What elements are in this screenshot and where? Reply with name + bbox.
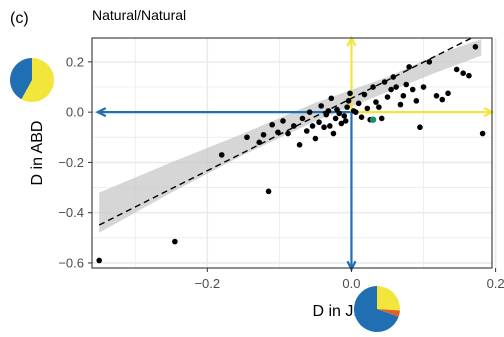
- data-point: [479, 130, 486, 137]
- data-point: [403, 81, 410, 88]
- data-point: [260, 131, 267, 138]
- data-point: [439, 96, 446, 103]
- y-tick-label: −0.4: [58, 205, 84, 220]
- chart-title: Natural/Natural: [92, 7, 186, 23]
- data-point: [338, 120, 345, 127]
- data-point: [303, 128, 310, 134]
- data-point: [393, 84, 399, 90]
- panel-label: (c): [10, 10, 29, 27]
- data-point: [384, 94, 391, 100]
- data-point: [358, 114, 365, 120]
- data-point: [265, 188, 272, 195]
- data-point: [426, 59, 433, 65]
- arrow-head-0: [95, 107, 107, 118]
- data-point: [417, 124, 423, 131]
- data-point: [306, 109, 313, 115]
- data-point: [453, 66, 460, 73]
- data-point: [433, 93, 440, 99]
- data-point: [285, 130, 291, 137]
- data-point: [316, 119, 322, 126]
- y-tick-label: 0.2: [66, 54, 84, 69]
- data-point: [328, 95, 335, 102]
- data-point: [325, 108, 332, 114]
- x-tick-label: 0.2: [487, 276, 504, 291]
- data-point: [352, 109, 359, 115]
- data-point: [472, 43, 479, 50]
- y-tick-label: −0.2: [58, 155, 84, 170]
- pie-chart-y: [9, 58, 54, 102]
- data-point: [420, 84, 427, 90]
- data-point: [378, 115, 385, 122]
- data-point: [269, 121, 275, 128]
- pie-slice: [353, 286, 399, 332]
- data-point: [96, 257, 103, 264]
- data-point: [460, 70, 466, 76]
- data-point: [299, 115, 306, 122]
- data-point: [344, 104, 350, 110]
- pie-slice: [377, 286, 400, 311]
- data-point: [327, 123, 333, 129]
- data-point: [280, 118, 286, 124]
- data-point: [275, 129, 281, 136]
- pie-slice: [377, 309, 400, 317]
- y-tick-label: 0.0: [66, 105, 84, 120]
- pie-chart-x: [353, 286, 400, 332]
- data-points: [96, 43, 486, 264]
- data-point: [347, 90, 353, 97]
- data-point: [218, 152, 225, 158]
- pie-slice: [9, 58, 32, 100]
- data-point: [318, 103, 324, 109]
- data-point: [321, 124, 327, 131]
- data-point: [364, 105, 371, 112]
- data-point: [376, 104, 382, 110]
- data-point: [330, 130, 337, 137]
- data-point: [291, 123, 297, 129]
- pie-slice: [21, 58, 54, 102]
- data-point: [309, 123, 316, 129]
- data-point: [373, 99, 379, 105]
- x-tick-label: 0.0: [342, 276, 360, 291]
- data-point: [244, 134, 250, 141]
- data-point: [466, 72, 472, 79]
- y-tick-label: −0.6: [58, 255, 84, 270]
- data-point: [342, 118, 349, 124]
- trend-line: [98, 38, 474, 226]
- data-point: [388, 86, 394, 93]
- data-point: [409, 86, 416, 93]
- data-point: [397, 101, 404, 108]
- y-axis-label: D in ABD: [29, 121, 46, 186]
- panel-border: [91, 37, 493, 269]
- data-point: [390, 74, 397, 80]
- data-point: [172, 238, 178, 245]
- data-point: [336, 110, 343, 117]
- data-point: [312, 135, 319, 142]
- data-point: [413, 98, 420, 104]
- confidence-band: [99, 39, 482, 233]
- data-point: [341, 113, 348, 119]
- data-point: [332, 115, 339, 122]
- data-point: [406, 64, 412, 70]
- x-tick-label: −0.2: [194, 276, 220, 291]
- data-point: [296, 142, 303, 148]
- data-point: [355, 100, 362, 107]
- data-point: [400, 93, 407, 99]
- data-point: [445, 90, 451, 97]
- highlight-point: [369, 116, 377, 123]
